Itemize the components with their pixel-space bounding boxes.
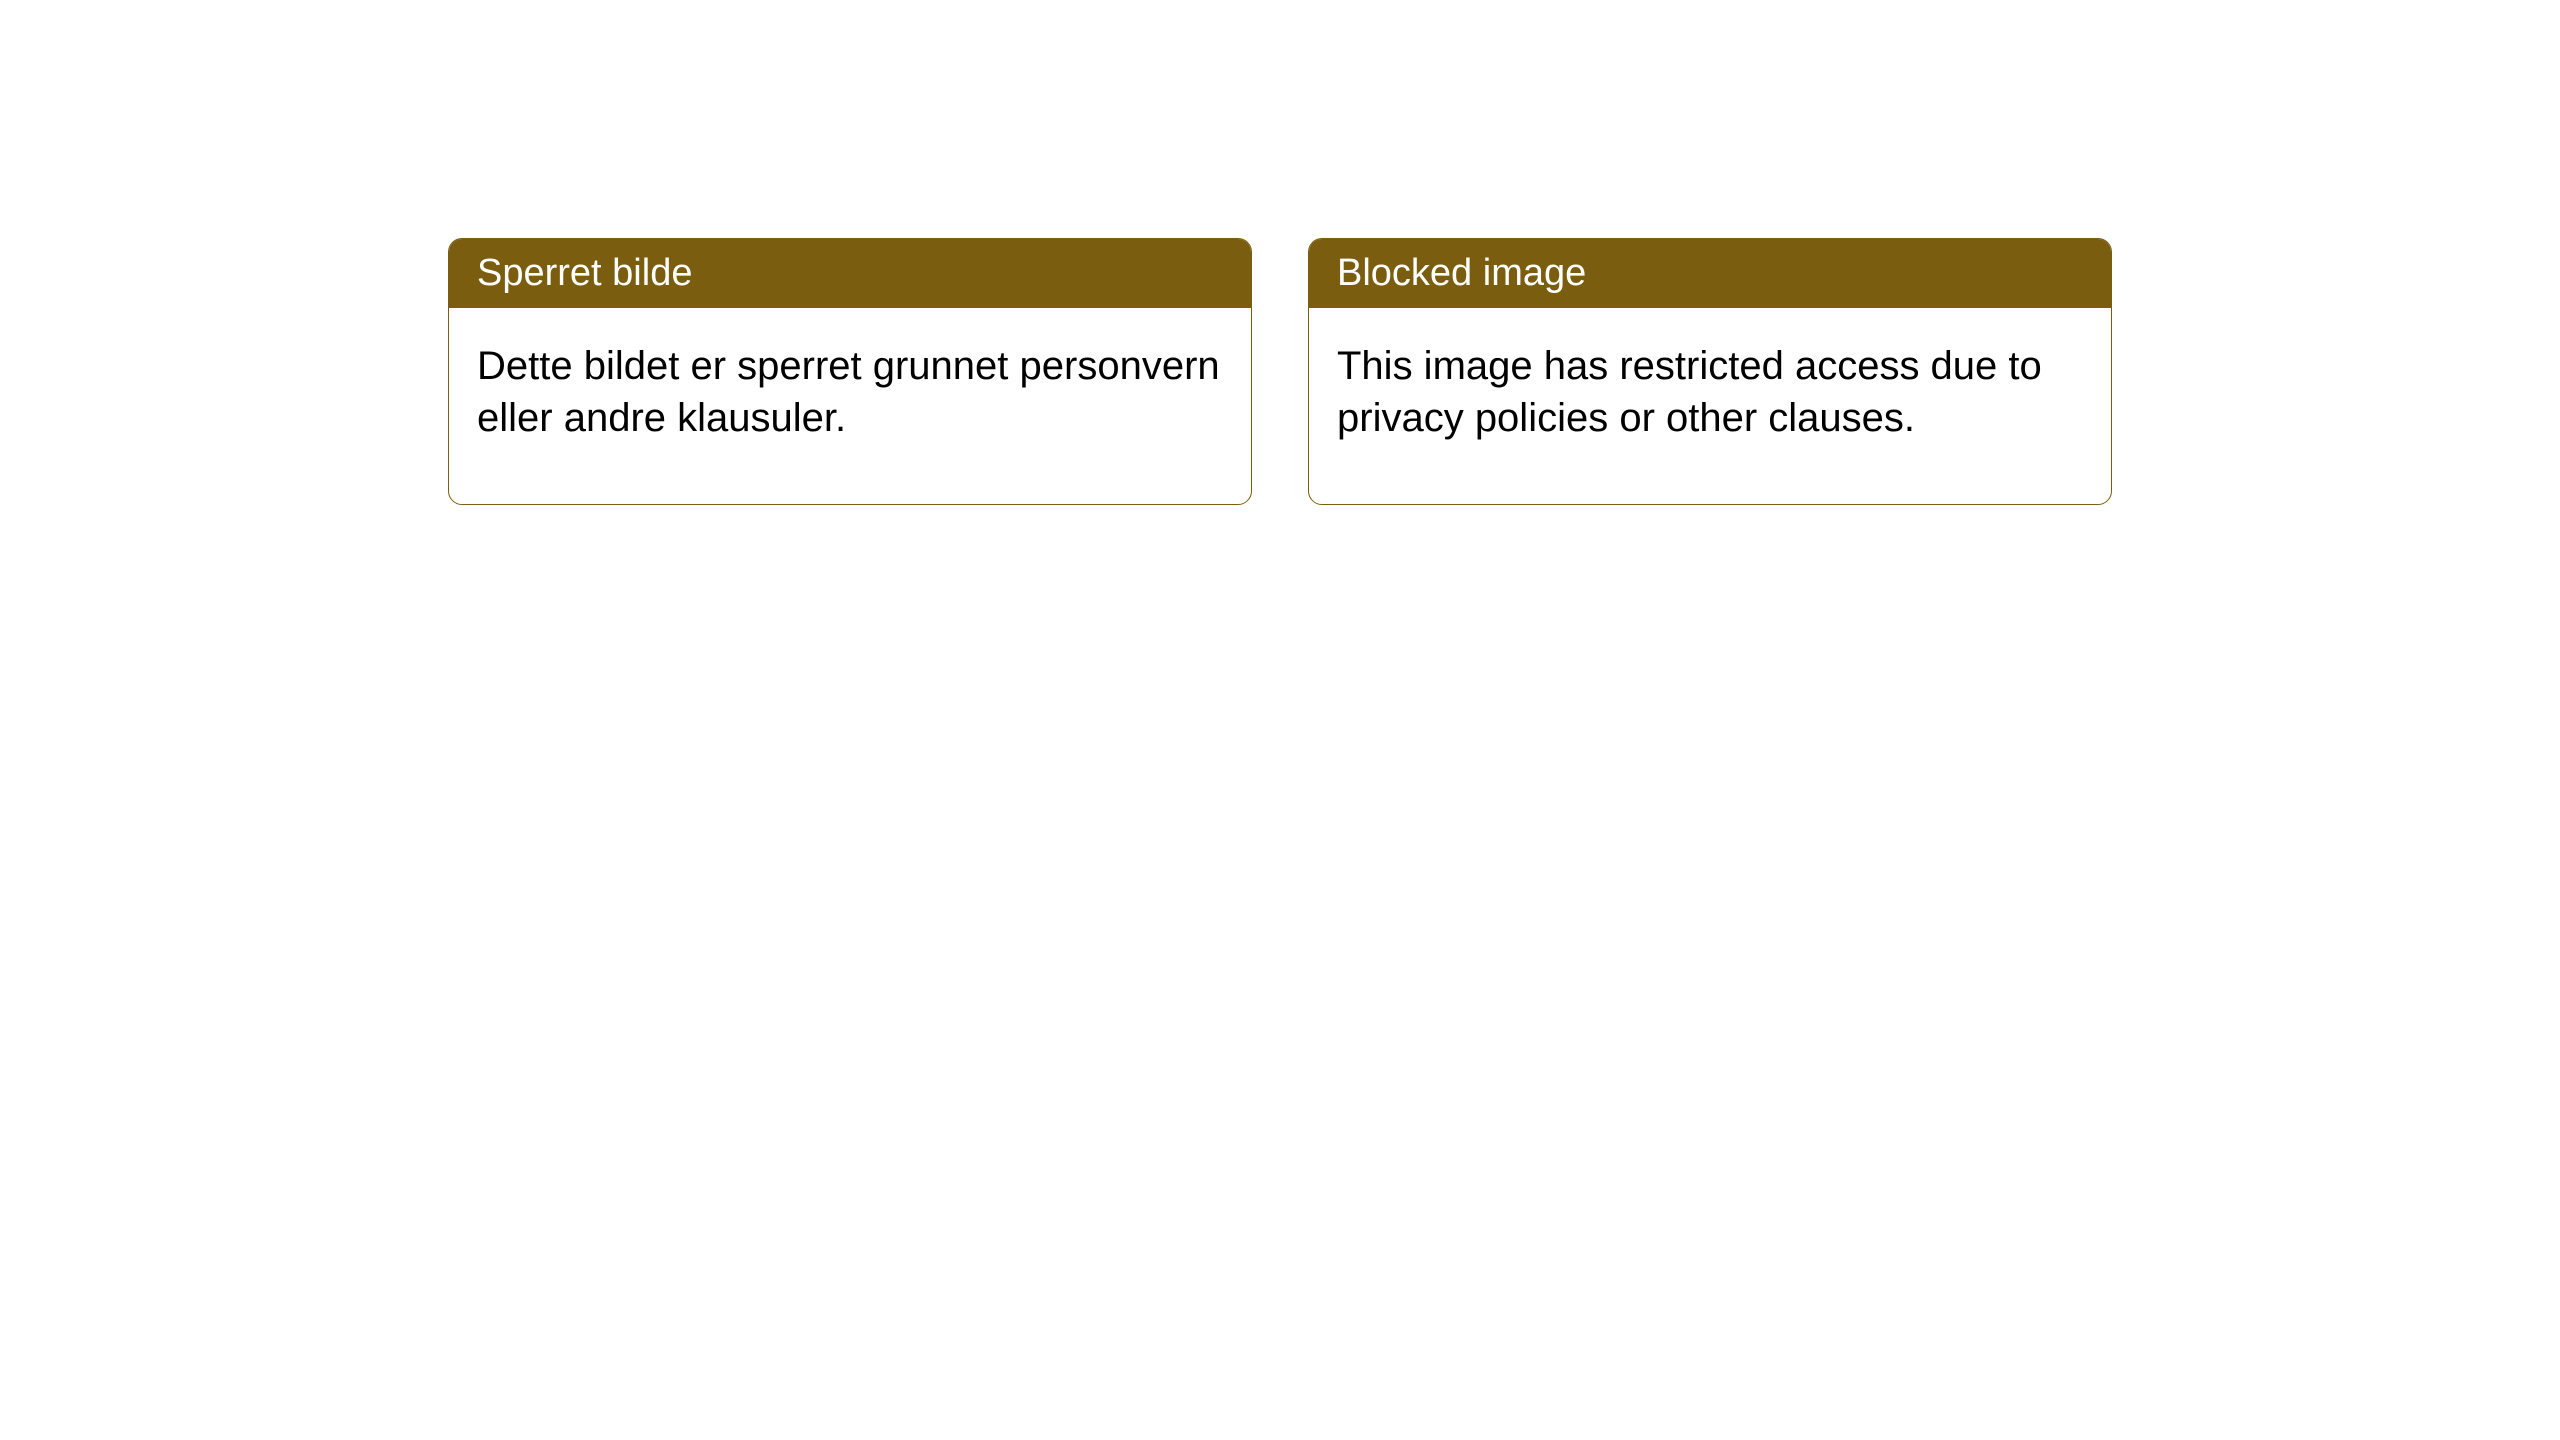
alert-box-norwegian: Sperret bilde Dette bildet er sperret gr… xyxy=(448,238,1252,505)
alert-header: Blocked image xyxy=(1309,239,2111,308)
alert-body: This image has restricted access due to … xyxy=(1309,308,2111,504)
alert-box-english: Blocked image This image has restricted … xyxy=(1308,238,2112,505)
alert-body: Dette bildet er sperret grunnet personve… xyxy=(449,308,1251,504)
alerts-container: Sperret bilde Dette bildet er sperret gr… xyxy=(448,238,2112,505)
alert-header: Sperret bilde xyxy=(449,239,1251,308)
